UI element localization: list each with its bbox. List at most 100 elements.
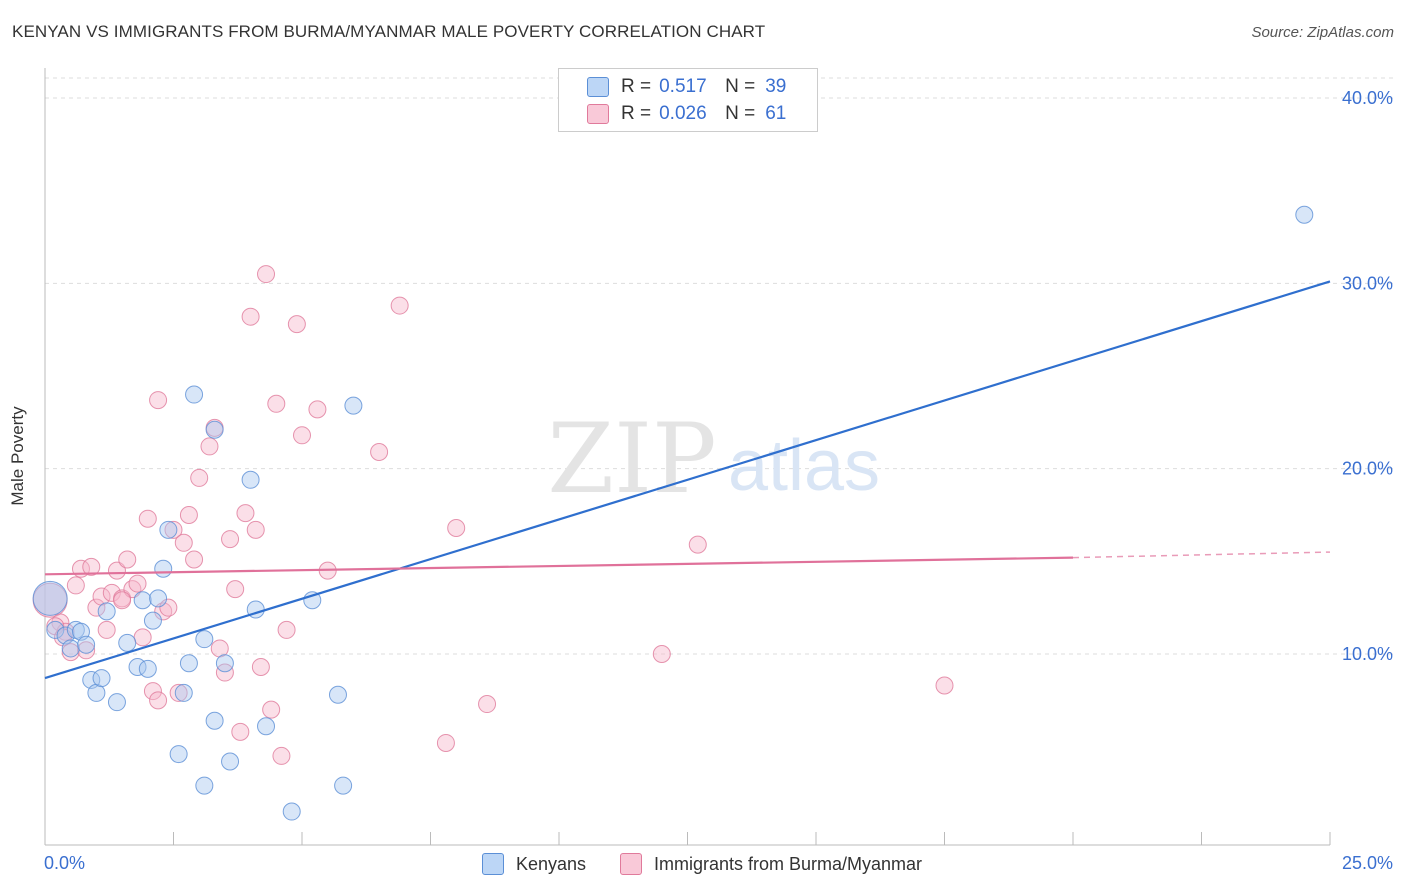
bottom-legend-immigrants-label: Immigrants from Burma/Myanmar <box>654 853 923 874</box>
y-axis-label: Male Poverty <box>8 406 27 506</box>
legend-r-label: R = <box>621 76 652 97</box>
y-tick-label: 40.0% <box>1342 88 1393 108</box>
immigrants-point <box>478 695 497 714</box>
legend-r-value: 0.026 <box>659 103 707 124</box>
kenyans-point <box>32 580 68 616</box>
immigrants-point <box>241 307 260 326</box>
legend-n-value: 39 <box>765 76 787 97</box>
immigrants-point <box>287 315 306 334</box>
legend-swatch-immigrants <box>587 104 609 124</box>
legend-row-immigrants: R = 0.026 N = 61 <box>559 101 786 127</box>
immigrants-point <box>226 580 245 599</box>
kenyans-point <box>143 611 162 630</box>
immigrants-point <box>128 574 147 593</box>
immigrants-point <box>231 722 250 741</box>
immigrants-point <box>390 296 409 315</box>
kenyans-point <box>1295 205 1314 224</box>
kenyans-point <box>241 470 260 489</box>
legend-r-value: 0.517 <box>659 76 707 97</box>
immigrants-point <box>149 391 168 410</box>
immigrants-point <box>251 657 270 676</box>
immigrants-point <box>221 530 240 549</box>
kenyans-point <box>185 385 204 404</box>
kenyans-point <box>118 633 137 652</box>
watermark-zip: ZIP <box>547 403 716 515</box>
immigrants-point <box>174 533 193 552</box>
y-tick-label: 30.0% <box>1342 273 1393 293</box>
kenyans-point <box>46 620 65 639</box>
kenyans-point <box>107 693 126 712</box>
bottom-swatch-immigrants <box>620 853 642 875</box>
kenyans-point <box>282 802 301 821</box>
x-tick-label: 25.0% <box>1342 853 1393 873</box>
legend-r-label: R = <box>621 103 652 124</box>
kenyans-point <box>205 420 224 439</box>
kenyans-point <box>257 717 276 736</box>
immigrants-trend-extension <box>1072 551 1331 559</box>
immigrants-point <box>436 733 455 752</box>
immigrants-point <box>447 518 466 537</box>
immigrants-point <box>236 504 255 523</box>
immigrants-trend-line <box>44 556 1074 576</box>
immigrants-point <box>102 583 121 602</box>
kenyans-trend-line <box>44 280 1331 680</box>
legend: R = 0.517 N = 39 R = 0.026 N = 61 <box>558 68 818 132</box>
immigrants-point <box>87 598 106 617</box>
bottom-legend-kenyans-label: Kenyans <box>516 853 587 874</box>
y-tick-label: 20.0% <box>1342 459 1393 479</box>
watermark: ZIP atlas <box>547 403 880 515</box>
immigrants-point <box>159 598 178 617</box>
immigrants-point <box>215 663 234 682</box>
immigrants-point <box>113 591 132 610</box>
kenyans-point <box>92 669 111 688</box>
kenyans-point <box>138 659 157 678</box>
axes <box>44 68 1331 846</box>
kenyans-point <box>97 602 116 621</box>
kenyans-point <box>215 654 234 673</box>
immigrants-point <box>246 520 265 539</box>
immigrants-point <box>133 628 152 647</box>
immigrants-point <box>935 676 954 695</box>
immigrants-point <box>652 645 671 663</box>
kenyans-point <box>195 630 214 649</box>
kenyans-point <box>169 745 188 764</box>
immigrants-point <box>107 561 126 580</box>
kenyans-point <box>334 776 353 795</box>
trend-lines <box>44 280 1331 680</box>
x-tick-label: 0.0% <box>44 853 85 873</box>
kenyans-point <box>174 683 193 702</box>
y-tick-label: 10.0% <box>1342 644 1393 664</box>
kenyans-point <box>61 639 80 658</box>
legend-swatch-kenyans <box>587 77 609 97</box>
series-immigrants-burma <box>32 265 954 765</box>
immigrants-point <box>77 641 96 660</box>
immigrants-point <box>143 682 162 701</box>
immigrants-point <box>82 557 101 576</box>
series-kenyans <box>32 205 1314 821</box>
bottom-legend-immigrants[interactable]: Immigrants from Burma/Myanmar <box>620 852 922 876</box>
immigrants-point <box>138 509 157 528</box>
immigrants-point <box>257 265 276 284</box>
bottom-legend-kenyans[interactable]: Kenyans <box>482 852 586 876</box>
immigrants-point <box>267 394 286 413</box>
immigrants-point <box>97 620 116 639</box>
immigrants-point <box>123 580 142 599</box>
immigrants-point <box>293 426 311 445</box>
immigrants-point <box>149 691 168 710</box>
immigrants-point <box>164 520 183 539</box>
immigrants-point <box>277 620 296 639</box>
kenyans-point <box>154 559 173 578</box>
immigrants-point <box>262 700 281 719</box>
immigrants-point <box>66 576 85 595</box>
grid-lines <box>45 77 1395 655</box>
bottom-swatch-kenyans <box>482 853 504 875</box>
immigrants-point <box>169 683 188 702</box>
kenyans-point <box>159 520 178 539</box>
kenyans-point <box>195 776 214 795</box>
kenyans-point <box>133 591 152 610</box>
legend-n-label: N = <box>725 76 756 97</box>
immigrants-point <box>185 550 204 569</box>
immigrants-point <box>308 400 327 419</box>
kenyans-point <box>149 589 168 608</box>
